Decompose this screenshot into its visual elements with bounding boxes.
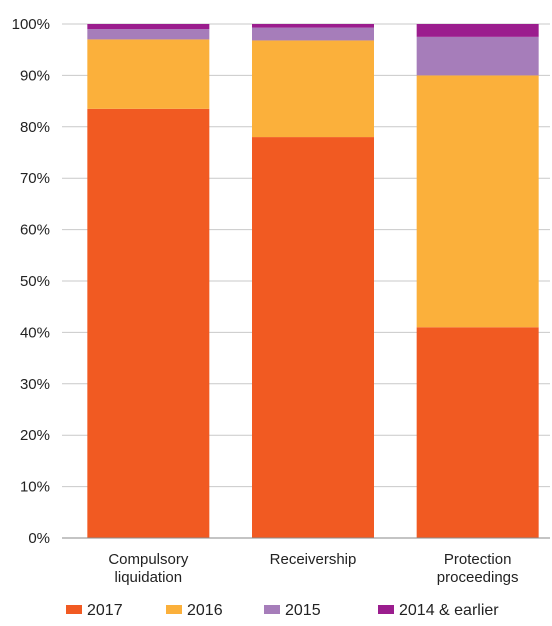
bar-segment	[252, 137, 374, 538]
category-label: Protection proceedings	[437, 551, 519, 586]
legend-label: 2016	[187, 602, 223, 619]
bar-segment	[252, 24, 374, 28]
bar-segment	[416, 327, 539, 538]
bar-segment	[416, 36, 539, 76]
bar-segment	[87, 39, 210, 109]
y-tick-label: 60%	[20, 222, 50, 239]
y-tick-label: 30%	[20, 376, 50, 393]
bars	[87, 24, 539, 538]
legend-label: 2015	[285, 602, 321, 619]
legend-swatch	[378, 605, 394, 614]
legend: 2017 2016 2015 2014 & earlier	[66, 602, 499, 619]
legend-swatch	[66, 605, 82, 614]
bar-segment	[416, 24, 539, 37]
x-axis-categories: Compulsory liquidation Receivership Protect…	[108, 551, 518, 586]
legend-swatch	[264, 605, 280, 614]
y-tick-label: 40%	[20, 324, 50, 341]
y-tick-label: 50%	[20, 273, 50, 290]
bar-segment	[87, 108, 210, 538]
y-tick-label: 80%	[20, 119, 50, 136]
y-axis-ticks: 0% 10% 20% 30% 40% 50% 60% 70% 80% 90% 100%	[12, 16, 50, 547]
bar-segment	[252, 27, 374, 41]
bar-segment	[416, 75, 539, 328]
y-tick-label: 100%	[12, 16, 50, 33]
category-label: Receivership	[270, 551, 357, 568]
bar-segment	[252, 40, 374, 138]
legend-swatch	[166, 605, 182, 614]
y-tick-label: 70%	[20, 170, 50, 187]
bar-segment	[87, 24, 210, 30]
bar-segment	[87, 29, 210, 40]
y-tick-label: 10%	[20, 479, 50, 496]
legend-label: 2014 & earlier	[399, 602, 499, 619]
y-tick-label: 90%	[20, 67, 50, 84]
category-label: Compulsory liquidation	[108, 551, 189, 586]
y-tick-label: 0%	[28, 530, 50, 547]
legend-label: 2017	[87, 602, 123, 619]
y-tick-label: 20%	[20, 427, 50, 444]
